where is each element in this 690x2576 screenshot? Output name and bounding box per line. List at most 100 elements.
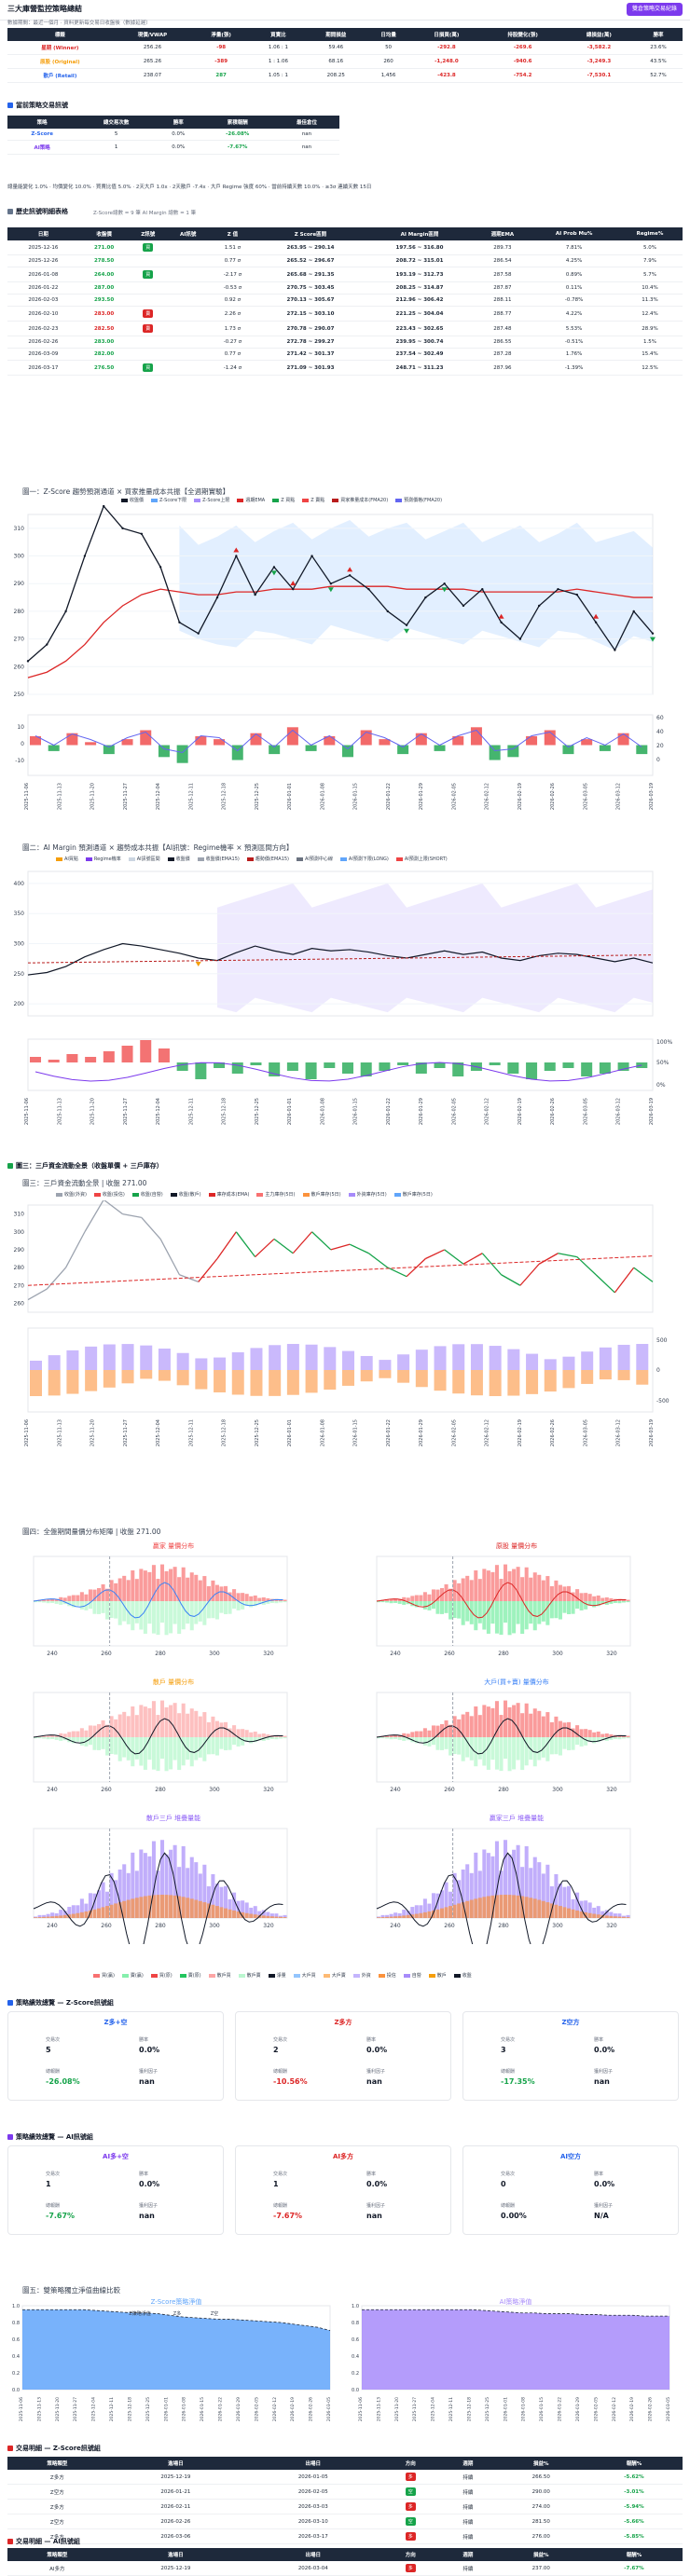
zscore-bar xyxy=(379,739,391,746)
x-tick-label: 2026-02-19 xyxy=(518,1419,523,1446)
legend-swatch xyxy=(56,1192,62,1197)
dist-bar-bottom xyxy=(164,1737,169,1772)
trade-col-header: 週期 xyxy=(439,2457,497,2470)
legend-item: 大戶買 xyxy=(293,1973,316,1979)
regime-bar xyxy=(379,1062,391,1071)
dist-bar-stack xyxy=(377,1917,381,1918)
legend-item: 賣(原) xyxy=(179,1973,201,1979)
summary-table: 標籤 現價/VWAP 淨量(張) 買賣比 期間損益 日均量 日損買(萬) 持股變化(張) 總損益… xyxy=(7,28,683,83)
dist-bar-top xyxy=(549,1885,554,1918)
table-cell xyxy=(129,254,167,267)
table-cell: 2026-03-10 xyxy=(244,2514,382,2529)
dist-bar-stack xyxy=(397,1915,402,1918)
y-tick-label: 0.8 xyxy=(12,2321,20,2326)
inventory-bar-pos xyxy=(489,1346,502,1370)
table-cell: 2026-02-23 xyxy=(7,321,79,336)
dist-bar-bottom xyxy=(516,1601,520,1624)
y-tick-label: 0 xyxy=(21,741,24,747)
dist-bar-top xyxy=(600,1597,605,1601)
dist-bar-top xyxy=(575,1892,580,1918)
winrate-value: 0.0% xyxy=(139,2180,160,2188)
legend-swatch xyxy=(352,1973,360,1978)
x-tick-label: 2025-12-11 xyxy=(188,783,194,810)
dist-bar-stack xyxy=(139,1897,144,1918)
dist-bar-stack xyxy=(621,1916,626,1918)
dist-bar-top xyxy=(494,1841,499,1918)
inventory-bar-pos xyxy=(379,1360,392,1370)
dist-bar-bottom xyxy=(211,1601,215,1619)
close-segment xyxy=(444,1249,464,1265)
dist-bar-top xyxy=(92,1725,97,1737)
dist-bar-bottom xyxy=(600,1601,605,1605)
close-segment xyxy=(27,1288,48,1301)
table-cell: 264.00 xyxy=(78,267,130,282)
legend-swatch xyxy=(256,1192,264,1197)
x-tick-label: 2025-12-11 xyxy=(188,1098,194,1125)
dist-bar-top xyxy=(431,1725,435,1737)
table-cell: AI策略 xyxy=(7,140,77,155)
table-cell: -754.2 xyxy=(481,68,564,83)
dist-bar-top xyxy=(461,1869,465,1918)
x-tick-label: 2025-12-04 xyxy=(156,1098,161,1125)
table-cell: 多 xyxy=(381,2528,440,2544)
legend-swatch xyxy=(323,1973,330,1978)
winrate-value: 0.0% xyxy=(594,2046,615,2054)
y2-tick-label: -500 xyxy=(656,1398,669,1404)
zscore-bar xyxy=(30,735,41,746)
inventory-bar-pos xyxy=(507,1349,520,1370)
legend-swatch xyxy=(237,498,244,502)
inventory-bar-pos xyxy=(269,1345,282,1370)
inventory-bar-pos xyxy=(324,1347,337,1370)
table-cell xyxy=(129,281,167,295)
zscore-bar xyxy=(526,735,538,746)
trade-col-header: 方向 xyxy=(381,2548,440,2561)
dist-bar-bottom xyxy=(541,1737,545,1758)
dist-panel: 散戶 量價分布 240 260 280 300 320 xyxy=(7,1678,339,1808)
dist-bar-top xyxy=(253,1595,257,1601)
dist-bar-bottom xyxy=(117,1737,122,1761)
export-trades-button[interactable]: 雙倉策略交易紀錄 xyxy=(626,3,683,16)
history-col-header: Z訊號 xyxy=(129,227,167,240)
legend-item: 週期EMA xyxy=(237,498,265,503)
card-title: AI多+空 xyxy=(103,2153,129,2160)
inventory-bar-neg xyxy=(305,1370,318,1393)
trades-value: 2 xyxy=(273,2046,279,2054)
dist-bar-top xyxy=(389,1913,393,1918)
table-row: 散戶 (Retail) 238.07 287 1.05 : 1 208.25 1,456-… xyxy=(7,68,683,83)
dist-bar-bottom xyxy=(385,1601,390,1603)
close-point xyxy=(159,566,162,569)
inventory-bar-pos xyxy=(103,1344,116,1370)
dist-bar-top xyxy=(494,1701,499,1737)
close-point xyxy=(254,593,256,596)
dist-bar-stack xyxy=(244,1912,249,1918)
dist-bar-stack xyxy=(431,1910,435,1918)
legend-item: 散戶買 xyxy=(208,1973,231,1979)
table-cell: 281.50 xyxy=(496,2514,586,2529)
x-tick-label: 2026-01-29 xyxy=(419,783,424,810)
table-cell: nan xyxy=(273,129,339,141)
close-segment xyxy=(368,1253,389,1268)
legend-item: 外資 xyxy=(352,1973,371,1979)
x-tick-label: 2026-01-22 xyxy=(218,2397,224,2421)
dist-bar-top xyxy=(504,1840,508,1918)
dist-bar-bottom xyxy=(105,1737,110,1756)
dist-bar-bottom xyxy=(236,1601,241,1610)
table-cell: -292.8 xyxy=(411,41,482,55)
regime-bar xyxy=(562,1062,574,1068)
dist-bar-top xyxy=(79,1592,84,1601)
y-tick-label: 200 xyxy=(14,1001,25,1007)
legend-item: Z 買點 xyxy=(272,498,295,503)
x-tick-label: 2026-03-12 xyxy=(616,1098,622,1125)
legend-swatch xyxy=(197,856,204,861)
dist-bar-top xyxy=(524,1703,529,1737)
dist-bar-stack xyxy=(261,1915,266,1918)
table-cell: 265.26 xyxy=(112,54,193,69)
y2-tick-label: 0 xyxy=(656,1367,660,1374)
dist-bar-top xyxy=(435,1893,440,1918)
dist-bar-bottom xyxy=(524,1601,529,1630)
dist-bar-top xyxy=(283,1735,287,1737)
legend-swatch xyxy=(293,1973,300,1978)
dist-panel-svg: 240 260 280 300 320 xyxy=(33,1828,288,1944)
close-segment xyxy=(387,1267,407,1278)
